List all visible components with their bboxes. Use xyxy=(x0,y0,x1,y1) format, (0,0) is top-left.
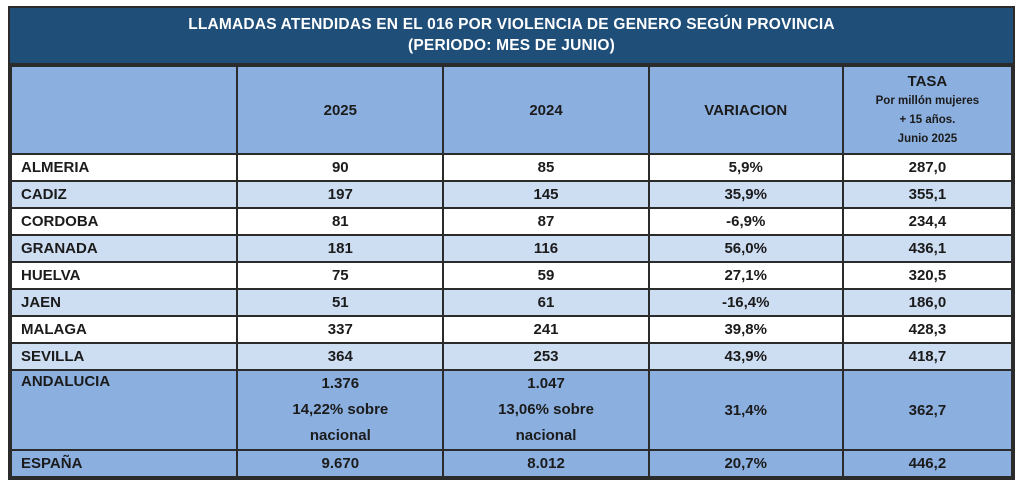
calls-2025-value: 75 xyxy=(236,261,445,290)
province-name: GRANADA xyxy=(9,234,239,263)
tasa-header-subtitle-2: + 15 años. xyxy=(899,114,956,126)
tasa-value: 355,1 xyxy=(841,180,1014,209)
year-2024-header: 2024 xyxy=(442,65,650,155)
table-row: GRANADA 181 116 56,0% 436,1 xyxy=(9,234,1014,263)
calls-2024-national-share-cont: nacional xyxy=(515,427,577,444)
variation-value: 35,9% xyxy=(647,180,844,209)
calls-2024-value: 253 xyxy=(442,342,650,371)
province-name: HUELVA xyxy=(9,261,239,290)
tasa-value: 446,2 xyxy=(841,449,1014,478)
calls-2024-total-value: 1.047 xyxy=(527,375,565,392)
calls-2025-value: 181 xyxy=(236,234,445,263)
variation-value: 27,1% xyxy=(647,261,844,290)
tasa-value: 428,3 xyxy=(841,315,1014,344)
espana-total-row: ESPAÑA 9.670 8.012 20,7% 446,2 xyxy=(9,449,1014,478)
province-name: ALMERIA xyxy=(9,153,239,182)
calls-2025-total-value: 9.670 xyxy=(236,449,445,478)
tasa-value: 362,7 xyxy=(841,369,1014,451)
calls-2025-value: 90 xyxy=(236,153,445,182)
calls-2025-total-cell: 1.376 14,22% sobre nacional xyxy=(236,369,445,451)
calls-2025-value: 51 xyxy=(236,288,445,317)
calls-2024-total-value: 8.012 xyxy=(442,449,650,478)
variation-value: 56,0% xyxy=(647,234,844,263)
variation-value: 31,4% xyxy=(647,369,844,451)
calls-2025-total-value: 1.376 xyxy=(321,375,360,392)
province-name: JAEN xyxy=(9,288,239,317)
calls-2024-national-share: 13,06% sobre xyxy=(498,401,594,418)
calls-2025-value: 81 xyxy=(236,207,445,236)
calls-2024-value: 241 xyxy=(442,315,650,344)
tasa-value: 186,0 xyxy=(841,288,1014,317)
calls-2024-value: 85 xyxy=(442,153,650,182)
table-row: MALAGA 337 241 39,8% 428,3 xyxy=(9,315,1014,344)
tasa-value: 418,7 xyxy=(841,342,1014,371)
tasa-header-subtitle-1: Por millón mujeres xyxy=(875,95,980,107)
table-row: SEVILLA 364 253 43,9% 418,7 xyxy=(9,342,1014,371)
country-name: ESPAÑA xyxy=(9,449,239,478)
calls-2024-total-cell: 1.047 13,06% sobre nacional xyxy=(442,369,650,451)
tasa-header-title: TASA xyxy=(907,73,948,90)
variation-value: 43,9% xyxy=(647,342,844,371)
calls-2024-value: 59 xyxy=(442,261,650,290)
calls-2025-value: 364 xyxy=(236,342,445,371)
calls-2025-national-share: 14,22% sobre xyxy=(292,401,389,418)
province-name: CORDOBA xyxy=(9,207,239,236)
variation-value: 20,7% xyxy=(647,449,844,478)
tasa-value: 287,0 xyxy=(841,153,1014,182)
variation-value: 5,9% xyxy=(647,153,844,182)
province-name: MALAGA xyxy=(9,315,239,344)
table-row: JAEN 51 61 -16,4% 186,0 xyxy=(9,288,1014,317)
table-row: CADIZ 197 145 35,9% 355,1 xyxy=(9,180,1014,209)
variation-value: -6,9% xyxy=(647,207,844,236)
tasa-value: 234,4 xyxy=(841,207,1014,236)
calls-2025-value: 337 xyxy=(236,315,445,344)
province-name: CADIZ xyxy=(9,180,239,209)
calls-2024-value: 61 xyxy=(442,288,650,317)
calls-2025-national-share-cont: nacional xyxy=(309,427,371,444)
tasa-value: 436,1 xyxy=(841,234,1014,263)
data-table: 2025 2024 VARIACION TASA Por millón muje… xyxy=(9,65,1014,478)
region-name: ANDALUCIA xyxy=(9,369,239,451)
table-row: CORDOBA 81 87 -6,9% 234,4 xyxy=(9,207,1014,236)
tasa-value: 320,5 xyxy=(841,261,1014,290)
province-name: SEVILLA xyxy=(9,342,239,371)
header-row: 2025 2024 VARIACION TASA Por millón muje… xyxy=(9,65,1014,155)
year-2025-header: 2025 xyxy=(236,65,445,155)
variation-value: 39,8% xyxy=(647,315,844,344)
province-header-cell xyxy=(9,65,239,155)
report-table: LLAMADAS ATENDIDAS EN EL 016 POR VIOLENC… xyxy=(8,6,1015,480)
calls-2024-value: 87 xyxy=(442,207,650,236)
table-row: ALMERIA 90 85 5,9% 287,0 xyxy=(9,153,1014,182)
calls-2024-value: 145 xyxy=(442,180,650,209)
table-title: LLAMADAS ATENDIDAS EN EL 016 POR VIOLENC… xyxy=(10,8,1013,65)
andalucia-total-row: ANDALUCIA 1.376 14,22% sobre nacional 1.… xyxy=(9,369,1014,451)
variation-header: VARIACION xyxy=(647,65,844,155)
title-line-1: LLAMADAS ATENDIDAS EN EL 016 POR VIOLENC… xyxy=(188,16,835,33)
calls-2025-value: 197 xyxy=(236,180,445,209)
table-row: HUELVA 75 59 27,1% 320,5 xyxy=(9,261,1014,290)
tasa-header: TASA Por millón mujeres + 15 años. Junio… xyxy=(841,65,1014,155)
calls-2024-value: 116 xyxy=(442,234,650,263)
variation-value: -16,4% xyxy=(647,288,844,317)
title-line-2: (PERIODO: MES DE JUNIO) xyxy=(408,37,615,54)
tasa-header-subtitle-3: Junio 2025 xyxy=(897,133,958,145)
